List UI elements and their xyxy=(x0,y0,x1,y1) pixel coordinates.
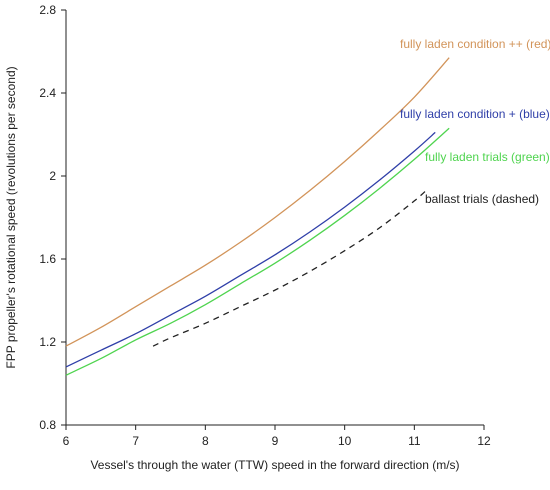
x-axis-title: Vessel's through the water (TTW) speed i… xyxy=(90,458,459,472)
y-tick-label: 2.8 xyxy=(39,3,56,17)
y-ticks: 0.8 1.2 1.6 2 2.4 2.8 xyxy=(39,3,66,432)
series-line-laden-plusplus xyxy=(65,57,450,347)
x-tick-label: 12 xyxy=(477,434,491,448)
x-tick-label: 10 xyxy=(338,434,352,448)
series-lines xyxy=(65,57,450,376)
series-label-laden-plus: fully laden condition + (blue) xyxy=(400,107,550,121)
x-tick-label: 9 xyxy=(272,434,279,448)
x-tick-label: 7 xyxy=(132,434,139,448)
y-tick-label: 2 xyxy=(49,169,56,183)
x-ticks: 6 7 8 9 10 11 12 xyxy=(63,425,491,448)
y-tick-label: 2.4 xyxy=(39,86,56,100)
series-line-laden-plus xyxy=(65,131,436,368)
y-tick-label: 1.2 xyxy=(39,335,56,349)
y-tick-label: 0.8 xyxy=(39,418,56,432)
series-label-ballast-trials: ballast trials (dashed) xyxy=(425,192,539,206)
x-tick-label: 6 xyxy=(63,434,70,448)
y-tick-label: 1.6 xyxy=(39,252,56,266)
x-tick-label: 11 xyxy=(408,434,421,448)
series-line-ballast-trials xyxy=(152,187,429,347)
y-axis-title: FPP propeller's rotational speed (revolu… xyxy=(4,66,18,368)
series-labels: fully laden condition ++ (red) fully lade… xyxy=(400,37,550,206)
series-label-laden-trials: fully laden trials (green) xyxy=(425,150,550,164)
series-label-laden-plusplus: fully laden condition ++ (red) xyxy=(400,37,550,51)
x-tick-label: 8 xyxy=(202,434,209,448)
series-line-laden-trials xyxy=(65,127,450,376)
